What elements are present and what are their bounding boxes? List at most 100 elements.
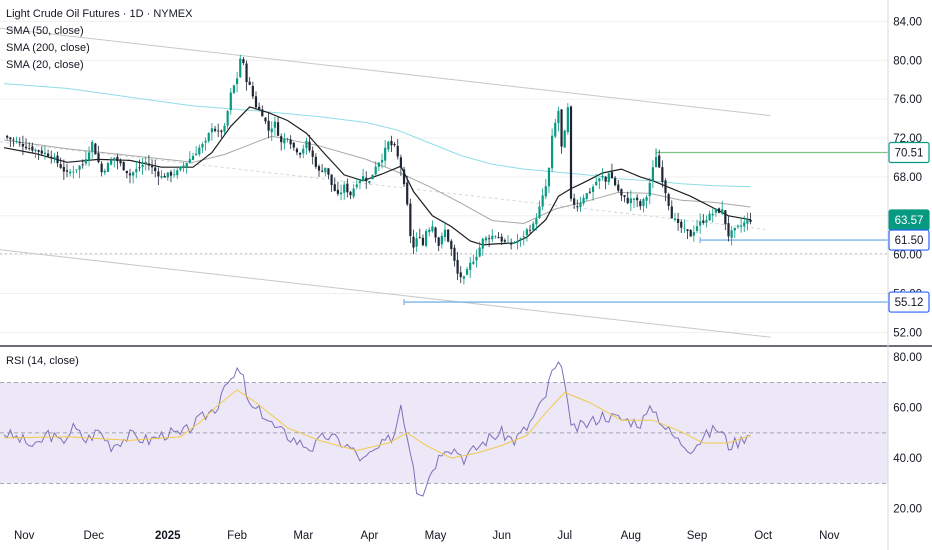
candle[interactable] <box>730 226 733 246</box>
candle[interactable] <box>270 121 273 141</box>
candle[interactable] <box>632 197 636 208</box>
candle[interactable] <box>333 177 336 192</box>
candle[interactable] <box>355 178 358 190</box>
candle[interactable] <box>229 87 232 115</box>
candle[interactable] <box>116 153 119 170</box>
candle[interactable] <box>128 168 132 184</box>
candle[interactable] <box>494 235 497 239</box>
candle[interactable] <box>525 227 528 242</box>
candle[interactable] <box>733 227 736 238</box>
candle[interactable] <box>380 153 384 169</box>
candle[interactable] <box>497 231 500 239</box>
candle[interactable] <box>188 151 191 164</box>
candle[interactable] <box>154 159 157 178</box>
candle[interactable] <box>557 106 560 132</box>
candle[interactable] <box>481 237 484 256</box>
candle[interactable] <box>598 177 601 190</box>
candle[interactable] <box>469 257 472 278</box>
candle[interactable] <box>642 197 645 213</box>
candle[interactable] <box>276 116 280 137</box>
candle[interactable] <box>418 228 421 239</box>
candle[interactable] <box>308 134 311 153</box>
candle[interactable] <box>673 212 677 222</box>
candle[interactable] <box>251 81 254 100</box>
candle[interactable] <box>749 212 752 225</box>
price-tag[interactable]: 61.50 <box>888 229 930 251</box>
candle[interactable] <box>434 226 437 243</box>
candle[interactable] <box>349 191 352 200</box>
candle[interactable] <box>103 168 106 176</box>
candle[interactable] <box>339 184 343 201</box>
candle[interactable] <box>459 266 462 284</box>
candle[interactable] <box>91 140 94 159</box>
candle[interactable] <box>579 196 582 212</box>
candle[interactable] <box>447 229 450 243</box>
candle[interactable] <box>327 168 330 180</box>
candle[interactable] <box>522 230 525 246</box>
candle[interactable] <box>292 141 295 151</box>
candle[interactable] <box>680 219 683 233</box>
candle[interactable] <box>261 105 264 117</box>
candle[interactable] <box>708 210 711 221</box>
candle[interactable] <box>50 150 53 164</box>
candle[interactable] <box>610 163 614 179</box>
candle[interactable] <box>639 199 642 210</box>
candle[interactable] <box>9 136 12 147</box>
candle[interactable] <box>28 142 31 151</box>
candle[interactable] <box>554 118 557 139</box>
candle[interactable] <box>692 225 695 242</box>
candle[interactable] <box>173 168 176 178</box>
candle[interactable] <box>541 188 544 211</box>
candle[interactable] <box>295 147 299 156</box>
candle[interactable] <box>213 125 217 133</box>
candle[interactable] <box>670 200 673 219</box>
candle[interactable] <box>390 135 393 153</box>
candle[interactable] <box>343 181 346 200</box>
candle[interactable] <box>138 159 141 172</box>
candle[interactable] <box>56 151 59 168</box>
candle[interactable] <box>97 145 100 164</box>
candle[interactable] <box>736 224 740 230</box>
candle[interactable] <box>72 165 75 179</box>
sma200-legend[interactable]: SMA (200, close) <box>6 42 90 54</box>
candle[interactable] <box>336 181 339 196</box>
candle[interactable] <box>280 133 283 151</box>
candle[interactable] <box>582 194 585 206</box>
channel-mid-line[interactable] <box>0 141 766 230</box>
candle[interactable] <box>176 167 179 179</box>
channel-lower-line[interactable] <box>0 249 771 338</box>
candle[interactable] <box>551 128 554 173</box>
candle[interactable] <box>654 148 658 168</box>
candle[interactable] <box>740 217 743 233</box>
candle[interactable] <box>258 102 261 111</box>
candle[interactable] <box>664 178 667 202</box>
candle[interactable] <box>226 109 229 130</box>
candle[interactable] <box>409 198 412 244</box>
candle[interactable] <box>330 174 333 192</box>
candle[interactable] <box>267 112 270 139</box>
channel-upper-line[interactable] <box>0 27 771 117</box>
candle[interactable] <box>661 160 664 188</box>
candle[interactable] <box>195 146 198 156</box>
candle[interactable] <box>746 212 749 231</box>
candle[interactable] <box>478 241 481 258</box>
candle[interactable] <box>601 167 604 181</box>
candle[interactable] <box>217 123 220 138</box>
candle[interactable] <box>157 167 160 186</box>
candle[interactable] <box>573 193 576 210</box>
candle[interactable] <box>324 167 327 177</box>
candle[interactable] <box>645 194 648 209</box>
candle[interactable] <box>352 184 355 199</box>
candle[interactable] <box>147 155 150 171</box>
candle[interactable] <box>450 239 453 256</box>
candle[interactable] <box>516 233 519 250</box>
candle[interactable] <box>65 163 69 178</box>
candle[interactable] <box>371 174 374 180</box>
candle[interactable] <box>34 148 37 158</box>
candle[interactable] <box>220 129 223 139</box>
candle[interactable] <box>437 236 440 252</box>
candle[interactable] <box>273 116 276 136</box>
candle[interactable] <box>651 160 654 189</box>
candle[interactable] <box>503 238 506 243</box>
candle[interactable] <box>119 158 122 167</box>
